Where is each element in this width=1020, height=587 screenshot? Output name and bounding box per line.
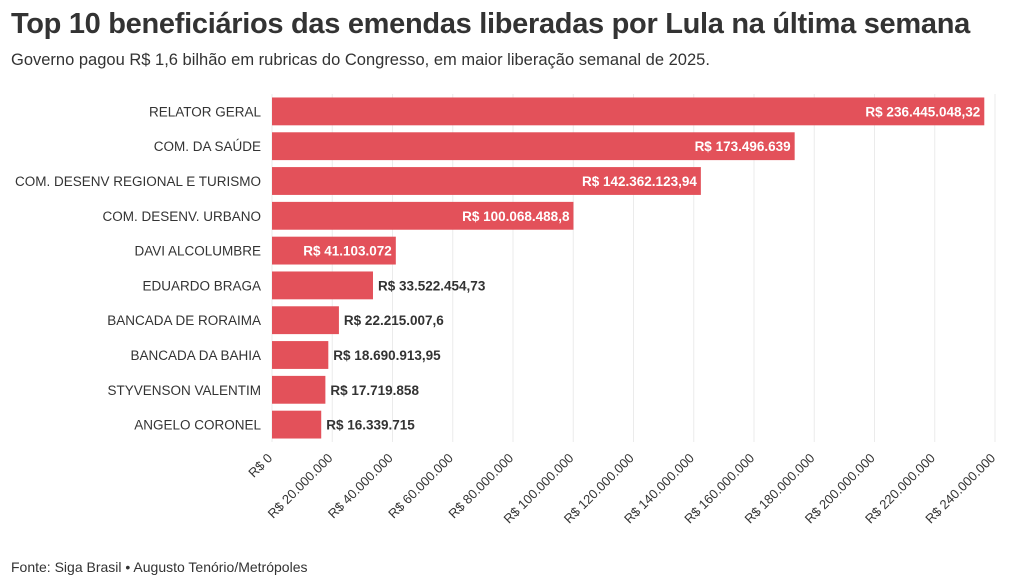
value-label: R$ 142.362.123,94 <box>582 174 697 189</box>
bar <box>272 375 326 404</box>
bar <box>272 167 701 195</box>
bar <box>272 410 322 439</box>
category-label: COM. DA SAÚDE <box>154 139 261 154</box>
category-label: BANCADA DE RORAIMA <box>107 313 261 328</box>
bar <box>272 341 329 369</box>
bar <box>272 271 373 300</box>
category-label: COM. DESENV. URBANO <box>102 209 261 224</box>
category-label: COM. DESENV REGIONAL E TURISMO <box>15 174 261 189</box>
x-tick-label: R$ 0 <box>245 450 275 480</box>
value-label: R$ 18.690.913,95 <box>333 348 441 363</box>
category-label: DAVI ALCOLUMBRE <box>134 244 261 259</box>
category-labels: RELATOR GERAL COM. DA SAÚDE COM. DESENV RE… <box>15 104 262 432</box>
bar <box>272 132 795 161</box>
bar <box>272 201 574 230</box>
source-note: Fonte: Siga Brasil • Augusto Tenório/Met… <box>11 559 308 575</box>
value-label: R$ 236.445.048,32 <box>865 104 980 119</box>
value-label: R$ 41.103.072 <box>303 244 392 259</box>
category-label: RELATOR GERAL <box>149 104 262 119</box>
bar <box>272 97 985 126</box>
category-label: ANGELO CORONEL <box>134 418 261 433</box>
value-label: R$ 16.339.715 <box>326 418 415 433</box>
value-labels: R$ 236.445.048,32 R$ 173.496.639 R$ 142.36… <box>303 104 980 432</box>
chart-subtitle: Governo pagou R$ 1,6 bilhão em rubricas … <box>11 51 710 69</box>
value-label: R$ 100.068.488,8 <box>462 209 570 224</box>
value-label: R$ 22.215.007,6 <box>344 313 444 328</box>
category-label: STYVENSON VALENTIM <box>107 383 261 398</box>
value-label: R$ 173.496.639 <box>695 139 791 154</box>
bars <box>272 97 985 439</box>
chart-title: Top 10 beneficiários das emendas liberad… <box>11 8 970 40</box>
category-label: EDUARDO BRAGA <box>142 278 261 293</box>
category-label: BANCADA DA BAHIA <box>130 348 261 363</box>
bar <box>272 236 396 265</box>
value-label: R$ 33.522.454,73 <box>378 278 486 293</box>
value-label: R$ 17.719.858 <box>330 383 419 398</box>
bar <box>272 306 339 335</box>
